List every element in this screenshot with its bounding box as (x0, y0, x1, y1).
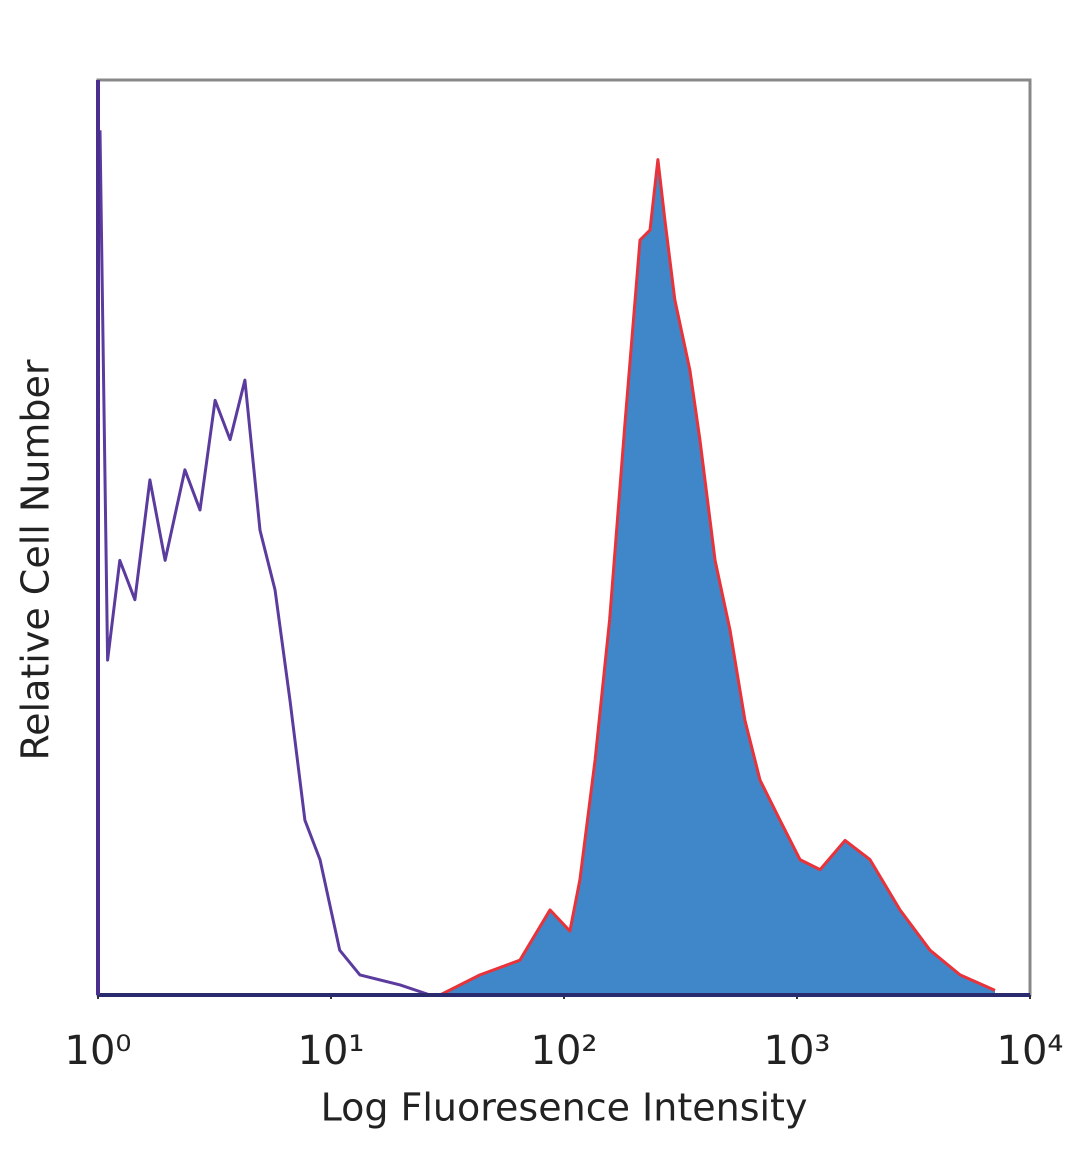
x-tick-label: 10¹ (298, 1028, 365, 1074)
series-line (98, 130, 431, 997)
y-axis-label: Relative Cell Number (14, 359, 58, 760)
x-axis-label: Log Fluoresence Intensity (321, 1086, 808, 1130)
plot-frame (96, 78, 1032, 997)
x-tick-label: 10² (531, 1028, 598, 1074)
x-tick-label: 10³ (764, 1028, 831, 1074)
x-tick-label: 10⁰ (65, 1028, 132, 1074)
series-line (439, 158, 996, 997)
x-tick-label: 10⁴ (997, 1028, 1064, 1074)
